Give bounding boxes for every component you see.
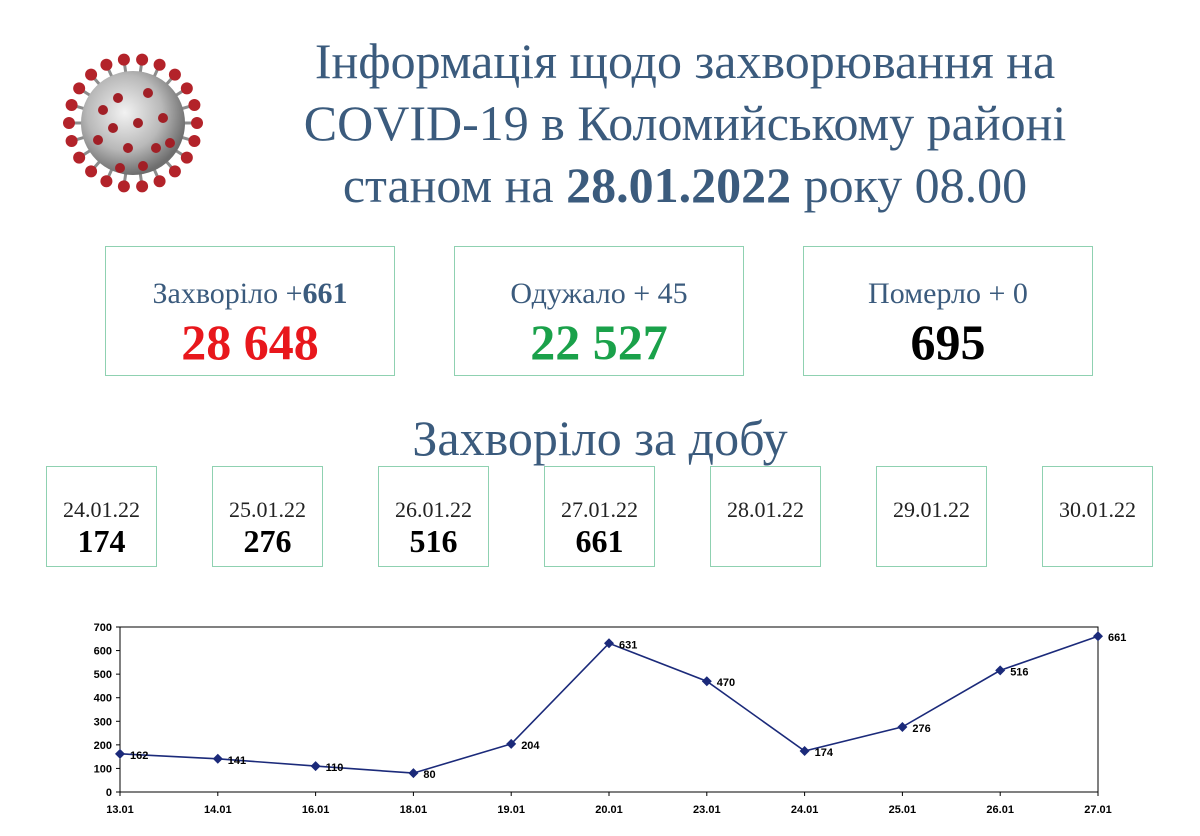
- day-value: 174: [77, 523, 126, 559]
- data-point: [115, 748, 125, 759]
- x-tick-label: 18.01: [400, 804, 428, 816]
- day-date: 27.01.22: [561, 497, 638, 522]
- stat-died: Померло + 0 695: [803, 246, 1093, 376]
- day-date: 26.01.22: [395, 497, 472, 522]
- stat-recovered-label: Одужало + 45: [510, 277, 688, 310]
- daily-cases-chart: 0 100 200 300 400 500 600 700 13.01 14.01 16.01 18.…: [94, 622, 1127, 816]
- y-tick-label: 500: [94, 669, 112, 681]
- data-label: 162: [130, 750, 148, 762]
- stat-sick: Захворіло +661 28 648: [105, 246, 395, 376]
- stat-sick-label: Захворіло +: [152, 277, 303, 310]
- x-tick-label: 26.01: [986, 804, 1014, 816]
- y-tick-label: 300: [94, 716, 112, 728]
- day-date: 29.01.22: [893, 497, 970, 522]
- y-tick-label: 200: [94, 740, 112, 752]
- stat-recovered: Одужало + 45 22 527: [454, 246, 744, 376]
- y-tick-label: 0: [106, 787, 112, 799]
- y-tick-label: 600: [94, 646, 112, 658]
- x-tick-label: 24.01: [791, 804, 819, 816]
- data-point: [1093, 631, 1103, 642]
- data-label: 470: [717, 677, 735, 689]
- data-label: 204: [521, 740, 540, 752]
- data-label: 110: [326, 762, 344, 774]
- x-tick-label: 14.01: [204, 804, 232, 816]
- day-box: 28.01.22: [710, 466, 821, 567]
- day-value: 661: [575, 523, 624, 559]
- data-point: [310, 761, 321, 772]
- daily-title: Захворіло за добу: [412, 410, 788, 466]
- data-label: 516: [1010, 666, 1028, 678]
- day-date: 25.01.22: [229, 497, 306, 522]
- day-value: 516: [409, 523, 458, 559]
- day-date: 28.01.22: [727, 497, 804, 522]
- plot-area: [119, 626, 1099, 793]
- data-label: 174: [815, 747, 834, 759]
- day-date: 24.01.22: [63, 497, 140, 522]
- stat-recovered-value: 22 527: [530, 314, 668, 370]
- data-point: [897, 721, 908, 732]
- data-label: 661: [1108, 632, 1126, 644]
- day-box: 27.01.22 661: [544, 466, 655, 567]
- x-tick-label: 13.01: [106, 804, 134, 816]
- data-label: 631: [619, 639, 637, 651]
- data-label: 80: [423, 769, 435, 781]
- y-tick-label: 100: [94, 763, 112, 775]
- day-box: 30.01.22: [1042, 466, 1153, 567]
- day-date: 30.01.22: [1059, 497, 1136, 522]
- y-tick-label: 700: [94, 622, 112, 634]
- day-box: 29.01.22: [876, 466, 987, 567]
- data-label: 276: [912, 723, 930, 735]
- series-line: [119, 635, 1099, 774]
- data-point: [212, 753, 223, 764]
- y-tick-label: 400: [94, 693, 112, 705]
- data-point: [701, 676, 712, 687]
- data-point: [506, 738, 517, 749]
- data-point: [799, 745, 810, 756]
- day-box: 26.01.22 516: [378, 466, 489, 567]
- x-tick-label: 27.01: [1084, 804, 1112, 816]
- data-label: 141: [228, 755, 246, 767]
- page-title: Інформація щодо захворювання на COVID-19…: [303, 33, 1067, 213]
- day-value: 276: [243, 523, 292, 559]
- x-tick-label: 16.01: [302, 804, 330, 816]
- stat-sick-delta: 661: [302, 277, 348, 310]
- data-point: [604, 638, 614, 649]
- coronavirus-icon: [63, 53, 203, 193]
- x-tick-label: 23.01: [693, 804, 721, 816]
- data-point: [995, 665, 1006, 676]
- data-point: [408, 768, 419, 779]
- stat-died-value: 695: [910, 314, 986, 370]
- day-box: 25.01.22 276: [212, 466, 323, 567]
- stat-sick-value: 28 648: [181, 314, 319, 370]
- x-tick-label: 19.01: [497, 804, 525, 816]
- day-box: 24.01.22 174: [46, 466, 157, 567]
- stat-died-label: Померло + 0: [868, 277, 1028, 310]
- x-tick-label: 20.01: [595, 804, 623, 816]
- x-tick-label: 25.01: [889, 804, 917, 816]
